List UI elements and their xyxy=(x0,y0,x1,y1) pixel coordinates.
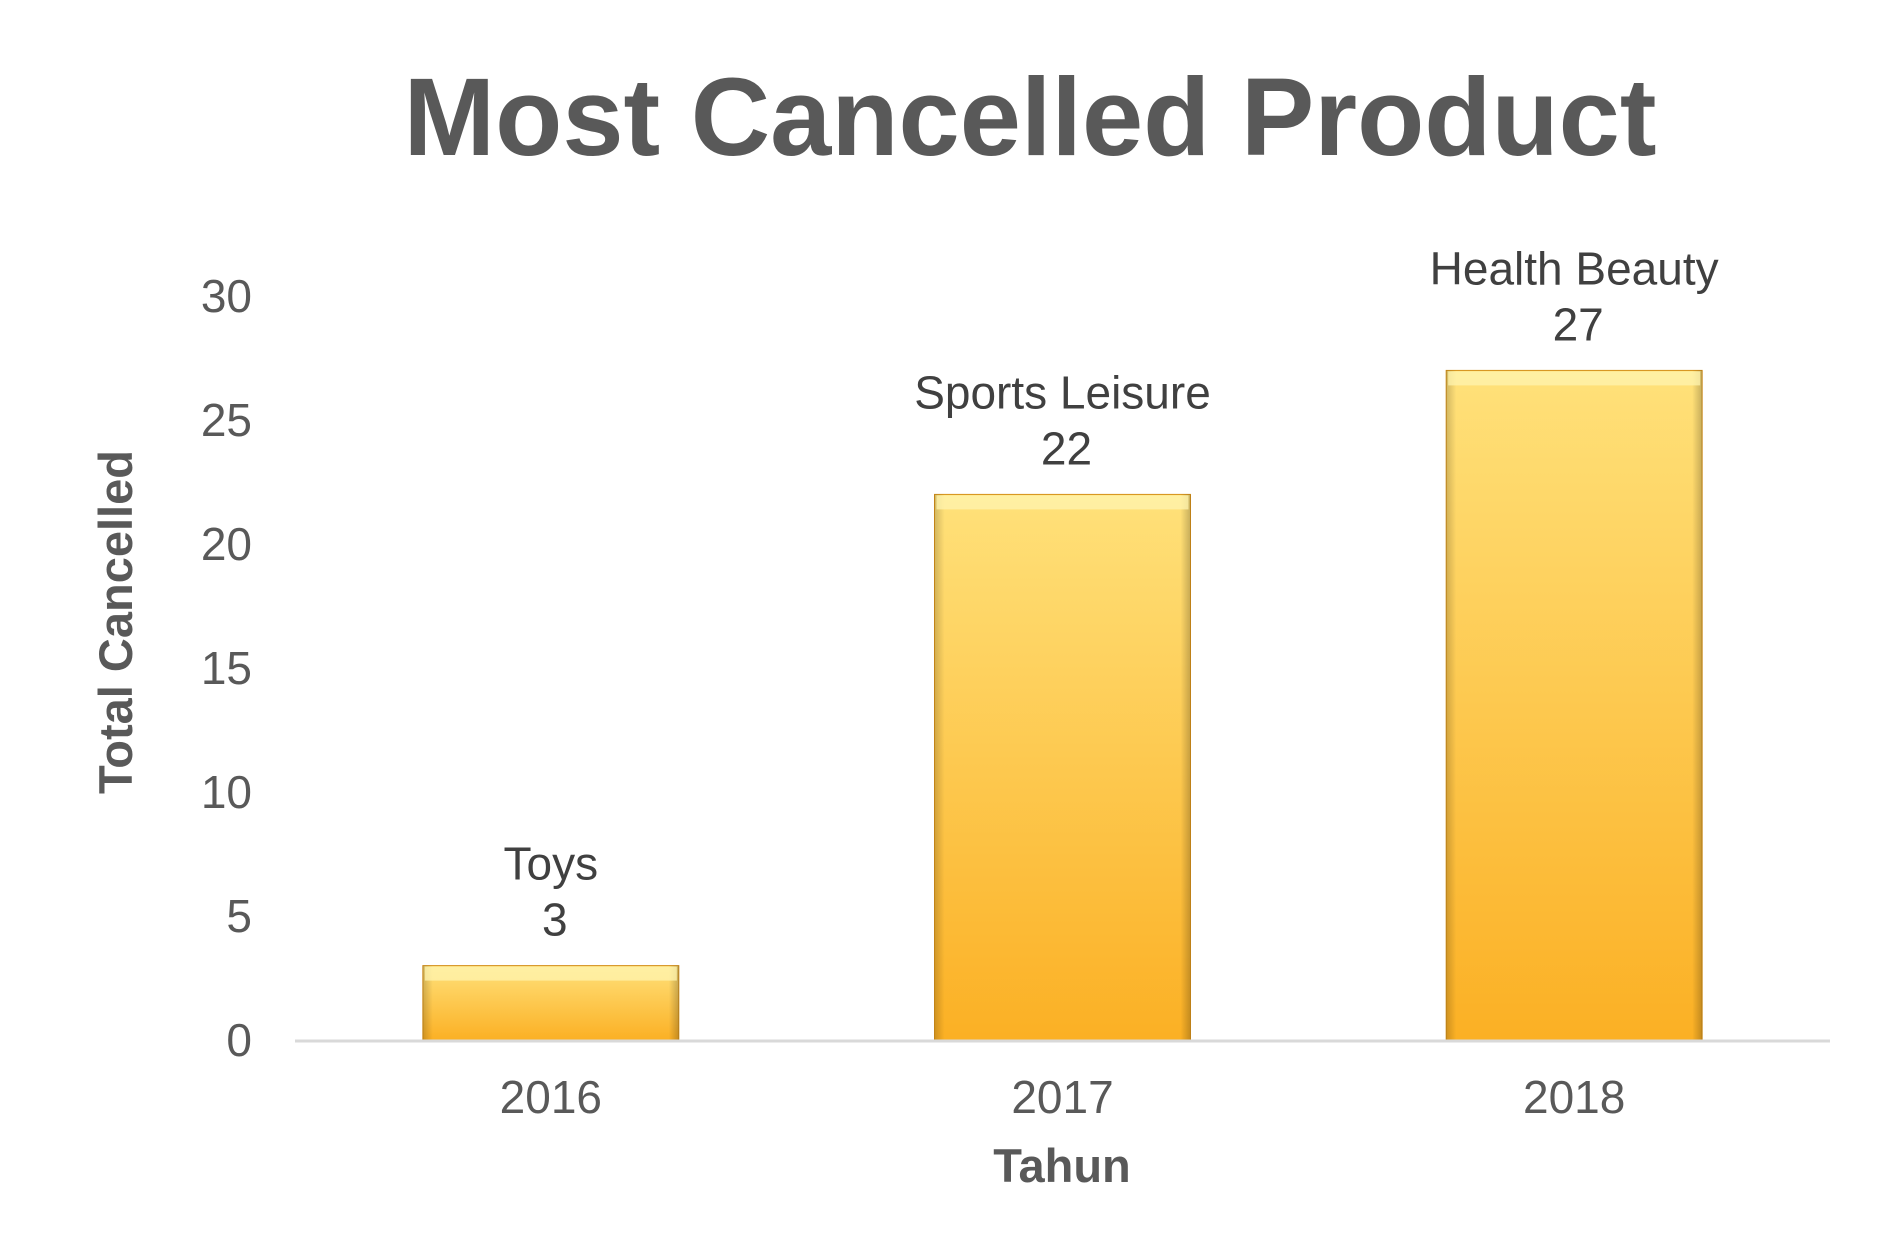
y-axis-ticks: 0 5 10 15 20 25 30 xyxy=(201,270,252,1066)
bar xyxy=(1445,369,1703,1041)
y-tick-label: 25 xyxy=(201,394,252,446)
bar-bevel-top xyxy=(936,495,1189,510)
y-tick-label: 20 xyxy=(201,518,252,570)
bar-bevel-left xyxy=(934,494,945,1040)
bar-bevel-right xyxy=(1180,494,1191,1040)
y-tick-label: 0 xyxy=(226,1014,252,1066)
data-label-name: Health Beauty xyxy=(1430,242,1719,294)
y-tick-label: 5 xyxy=(226,890,252,942)
y-tick-label: 10 xyxy=(201,766,252,818)
bar-body xyxy=(1445,369,1703,1041)
data-label-value: 27 xyxy=(1553,298,1604,350)
bar xyxy=(422,965,680,1041)
x-tick-label: 2018 xyxy=(1523,1071,1625,1123)
bar xyxy=(934,493,1191,1041)
y-tick-label: 15 xyxy=(201,642,252,694)
bar-bevel-left xyxy=(422,965,433,1040)
bars-group xyxy=(422,369,1703,1041)
x-tick-label: 2016 xyxy=(500,1071,602,1123)
data-label-value: 22 xyxy=(1041,422,1092,474)
y-tick-label: 30 xyxy=(201,270,252,322)
bar-bevel-top xyxy=(424,966,677,981)
bar-bevel-right xyxy=(1692,370,1703,1040)
x-tick-label: 2017 xyxy=(1011,1071,1113,1123)
data-label-name: Sports Leisure xyxy=(914,366,1211,418)
bar-bevel-left xyxy=(1446,370,1457,1040)
data-label-name: Toys xyxy=(504,838,599,890)
chart-title: Most Cancelled Product xyxy=(404,56,1657,179)
bar-body xyxy=(934,493,1191,1041)
y-axis-title: Total Cancelled xyxy=(89,450,142,794)
x-axis-ticks: 2016 2017 2018 xyxy=(500,1071,1626,1123)
data-label-value: 3 xyxy=(542,894,568,946)
x-axis-title: Tahun xyxy=(993,1139,1131,1192)
bar-bevel-top xyxy=(1448,371,1701,386)
bar-bevel-right xyxy=(668,965,679,1040)
